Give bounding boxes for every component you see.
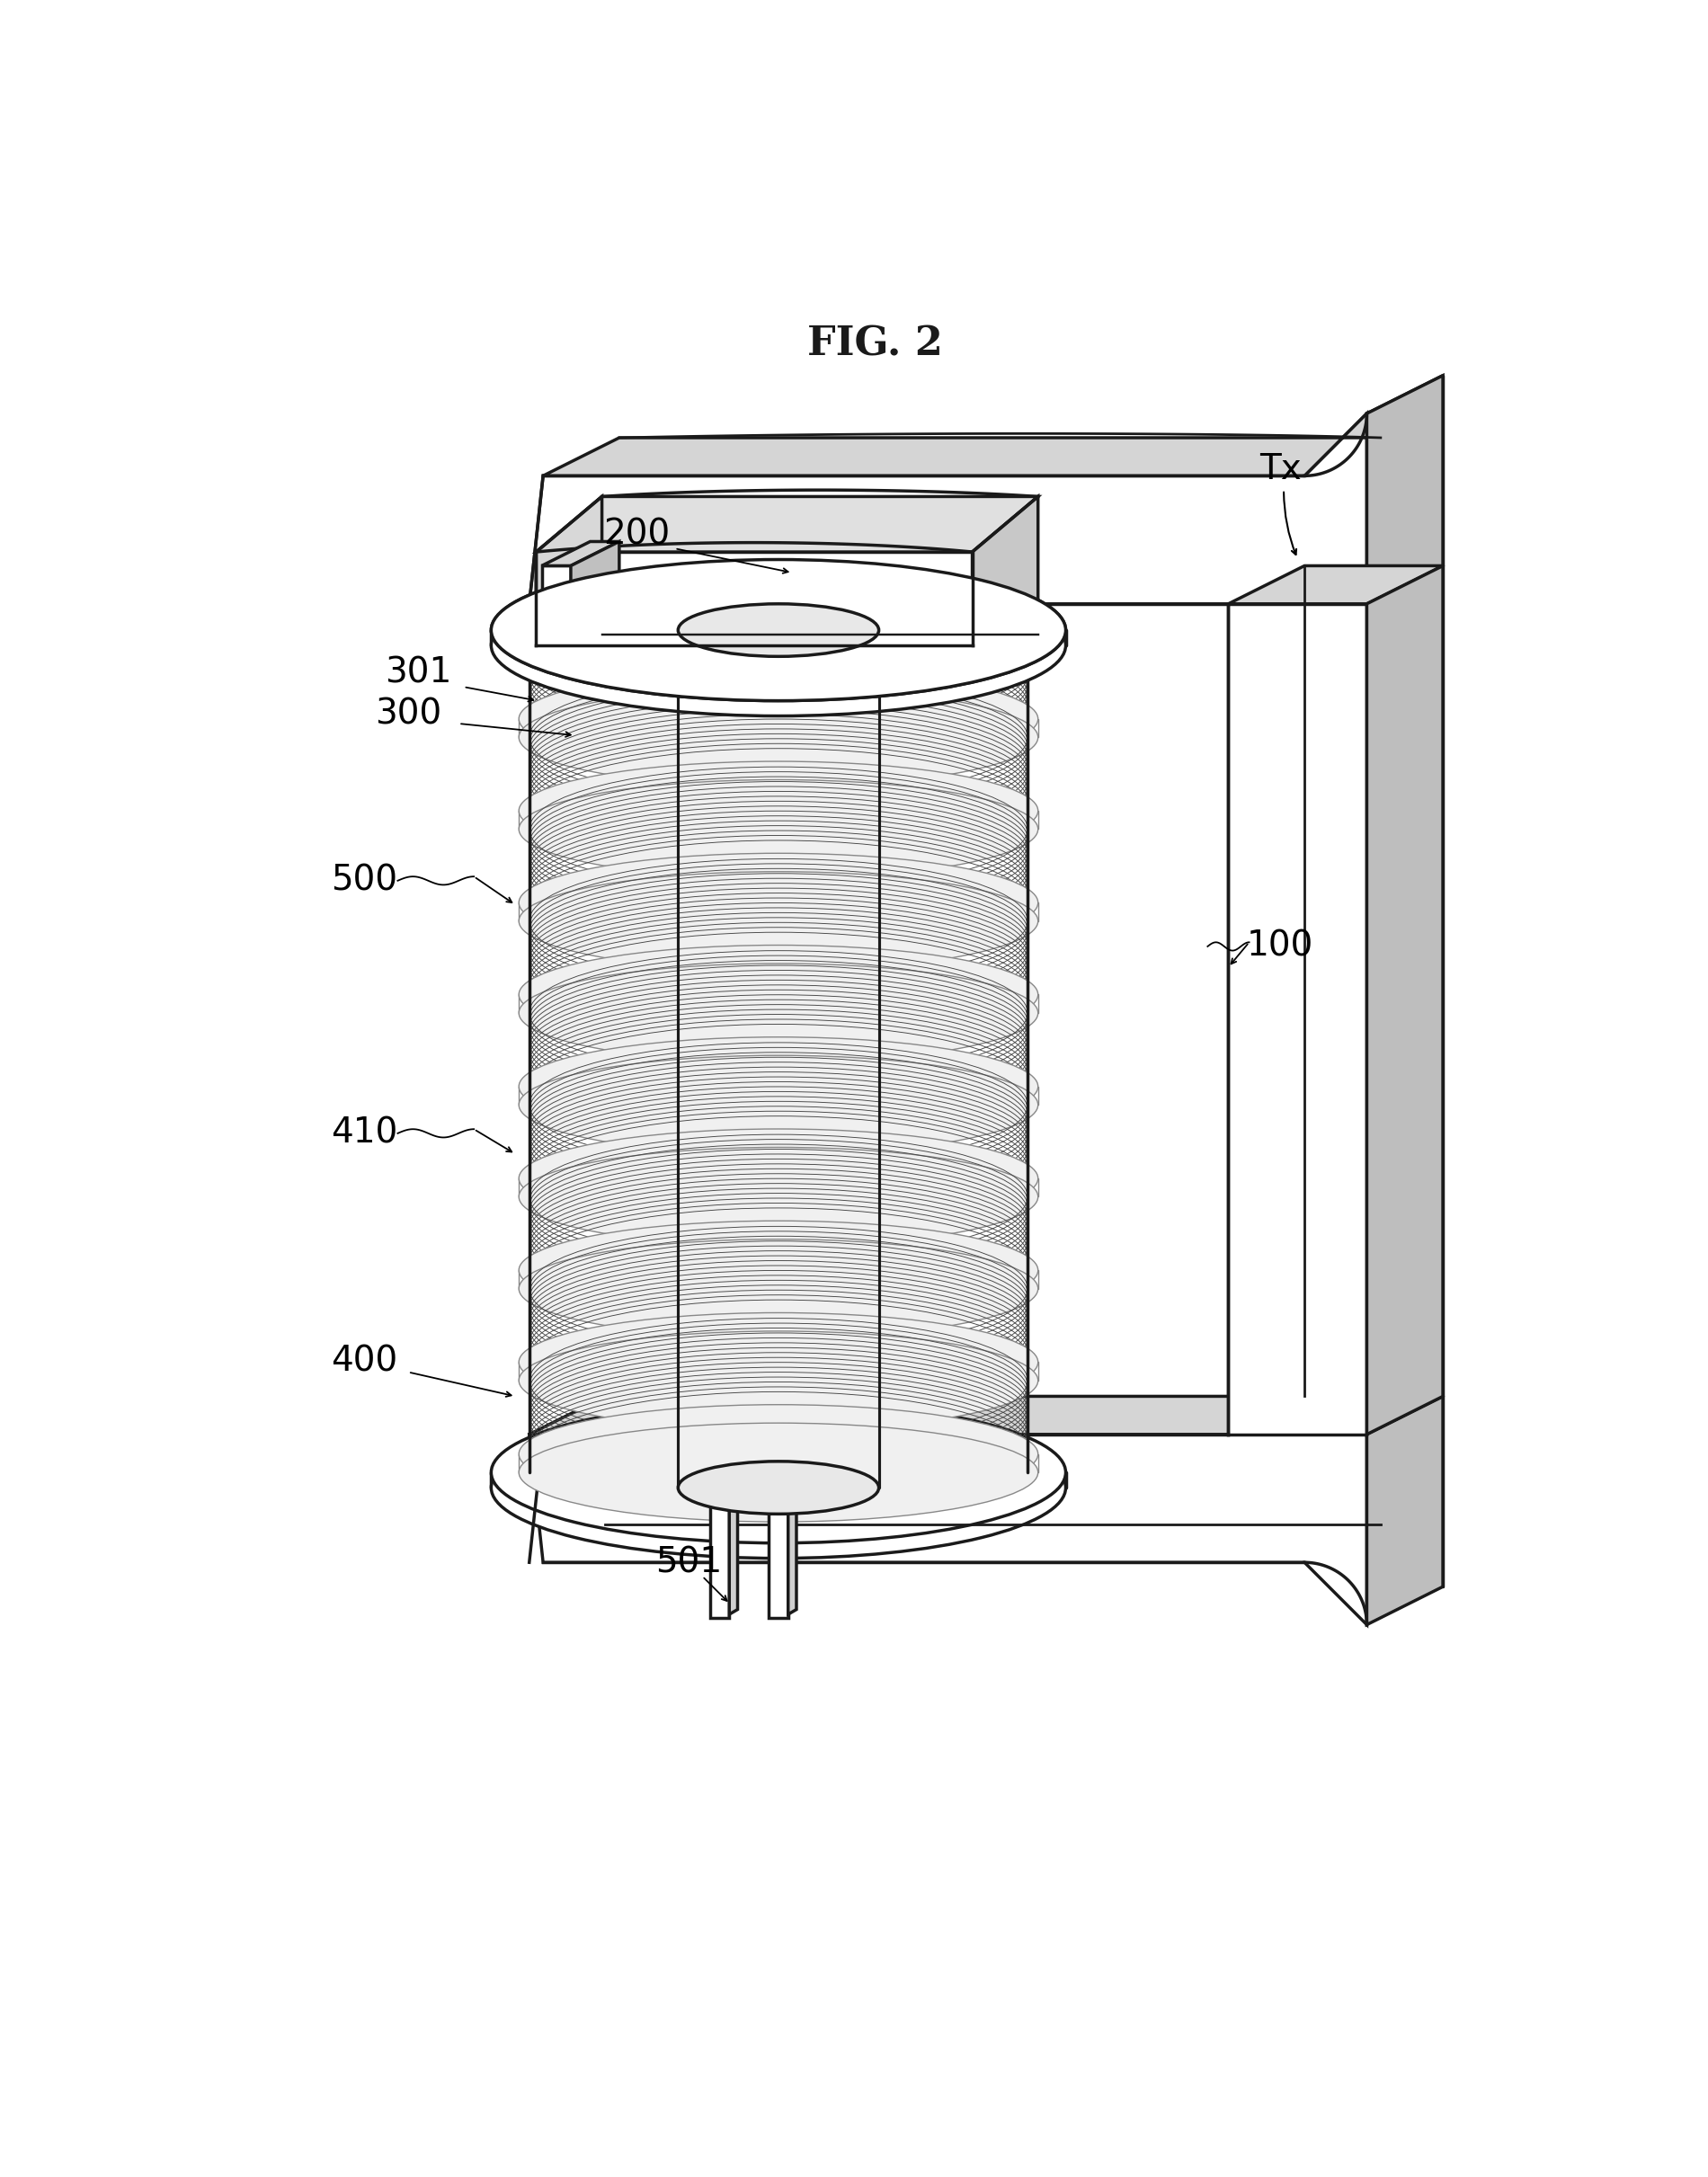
Ellipse shape [519,1056,1038,1154]
Polygon shape [1366,1395,1443,1624]
Ellipse shape [678,603,880,657]
Ellipse shape [678,603,880,657]
Polygon shape [529,414,1366,603]
Text: Tx: Tx [1259,453,1301,485]
Ellipse shape [519,1404,1038,1504]
Ellipse shape [519,688,1038,786]
Polygon shape [536,496,601,644]
Ellipse shape [519,1036,1038,1136]
Ellipse shape [492,1417,1066,1559]
Polygon shape [729,1480,738,1615]
Polygon shape [536,496,1038,553]
Text: 301: 301 [384,655,453,690]
Text: 300: 300 [374,697,441,731]
Text: 400: 400 [331,1345,398,1378]
Polygon shape [570,542,620,653]
Text: 500: 500 [331,864,398,897]
Polygon shape [1366,566,1443,1435]
Polygon shape [541,566,570,653]
Ellipse shape [519,1424,1038,1522]
Ellipse shape [492,1402,1066,1543]
Text: 501: 501 [656,1546,722,1581]
Text: 100: 100 [1247,930,1313,964]
Ellipse shape [519,964,1038,1062]
Ellipse shape [519,871,1038,971]
Polygon shape [769,1487,787,1618]
Polygon shape [1366,374,1443,603]
Polygon shape [529,1435,1366,1624]
Ellipse shape [678,1461,880,1513]
Ellipse shape [519,1330,1038,1430]
Polygon shape [541,542,620,566]
Ellipse shape [519,1313,1038,1411]
Polygon shape [529,1395,1443,1435]
Polygon shape [972,496,1038,644]
Polygon shape [536,553,972,644]
Ellipse shape [492,575,1066,716]
Ellipse shape [519,671,1038,768]
Ellipse shape [519,1130,1038,1228]
Polygon shape [711,1487,729,1618]
Ellipse shape [492,559,1066,701]
Ellipse shape [519,1221,1038,1319]
Polygon shape [787,1480,796,1615]
Polygon shape [1228,603,1366,1435]
Text: 200: 200 [603,518,670,551]
Ellipse shape [519,1239,1038,1339]
Polygon shape [543,374,1443,477]
Ellipse shape [519,945,1038,1045]
Polygon shape [1228,566,1443,603]
Ellipse shape [519,779,1038,880]
Ellipse shape [519,853,1038,951]
Text: FIG. 2: FIG. 2 [808,324,943,364]
Ellipse shape [519,762,1038,860]
Text: 410: 410 [331,1117,398,1149]
Ellipse shape [576,605,600,616]
Ellipse shape [576,642,600,655]
Ellipse shape [492,559,1066,701]
Ellipse shape [519,1147,1038,1245]
